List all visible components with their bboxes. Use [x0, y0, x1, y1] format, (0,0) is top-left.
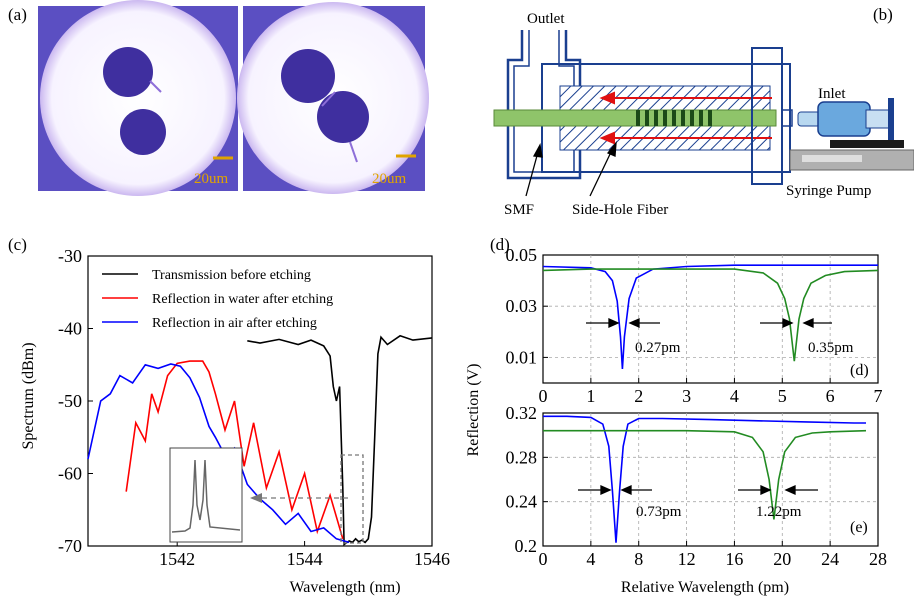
- panel-a: (a) 20um 20um: [8, 0, 429, 196]
- panel-e: 0 4 8 12 16 20 24 280.320.280.240.2 (e) 0.73pm …: [465, 364, 887, 596]
- x-tick-label: 20: [773, 549, 791, 569]
- micrograph-right: 20um: [237, 2, 429, 194]
- panel-c-label: (c): [8, 235, 27, 254]
- x-tick-label: 8: [634, 549, 643, 569]
- series-line-0: [542, 264, 878, 369]
- smf-label: SMF: [504, 202, 534, 218]
- legend-air: Reflection in air after etching: [152, 316, 317, 331]
- fiber-bragg-grating: [636, 110, 712, 126]
- c-xlabel: Wavelength (nm): [289, 579, 400, 596]
- reflection-chart-e: 0 4 8 12 16 20 24 28 0.32 0.28 0.24 0.2: [506, 403, 888, 569]
- side-hole-fiber-label: Side-Hole Fiber: [572, 202, 668, 218]
- panel-d-inner-label: (d): [850, 362, 869, 379]
- y-tick-label: -70: [58, 536, 82, 556]
- y-tick-label: -50: [58, 391, 82, 411]
- panel-a-label: (a): [8, 5, 27, 24]
- legend-water: Reflection in water after etching: [152, 292, 333, 307]
- y-tick-label: 0.32: [506, 403, 538, 423]
- x-tick-label: 1: [586, 386, 595, 406]
- x-tick-label: 3: [682, 386, 691, 406]
- x-tick-label: 0: [539, 386, 548, 406]
- x-tick-label: 4: [586, 549, 595, 569]
- syringe-pump: [789, 140, 914, 171]
- fwhm-markers-d: [586, 317, 832, 329]
- y-tick-label: 0.01: [506, 347, 538, 367]
- x-tick-label: 5: [778, 386, 787, 406]
- scalebar-right-label: 20um: [372, 171, 407, 187]
- d-annotation-2: 0.35pm: [808, 340, 854, 356]
- plot-frame: [542, 254, 879, 384]
- e-xlabel: Relative Wavelength (pm): [621, 579, 789, 596]
- e-annotation-2: 1.22pm: [756, 504, 802, 520]
- x-tick-label: 28: [869, 549, 887, 569]
- y-tick-label: -60: [58, 464, 82, 484]
- y-tick-label: 0.2: [515, 536, 538, 556]
- x-tick-label: 12: [678, 549, 696, 569]
- x-tick-label: 6: [826, 386, 835, 406]
- y-tick-label: 0.05: [506, 245, 538, 265]
- flow-arrows: [599, 91, 772, 145]
- series-line-1: [542, 268, 879, 362]
- series-line-0: [543, 415, 866, 543]
- syringe: [797, 98, 894, 140]
- x-tick-label: 1546: [414, 549, 450, 569]
- d-annotation-1: 0.27pm: [635, 340, 681, 356]
- syringe-pump-label: Syringe Pump: [786, 183, 871, 199]
- x-tick-label: 1542: [159, 549, 195, 569]
- legend-transmission: Transmission before etching: [152, 268, 311, 283]
- x-tick-label: 4: [730, 386, 739, 406]
- reflection-chart-d: 0 1 2 3 4 5 6 7 0.05 0.03 0.01: [506, 245, 883, 406]
- outlet-housing: [506, 30, 582, 180]
- c-ylabel: Spectrum (dBm): [20, 342, 37, 449]
- pointer-arrows: [525, 140, 617, 197]
- c-legend: Transmission before etching Reflection i…: [102, 268, 333, 331]
- panel-d-label: (d): [490, 235, 510, 254]
- panel-b-label: (b): [873, 5, 893, 24]
- outlet-label: Outlet: [527, 11, 565, 27]
- panel-e-inner-label: (e): [850, 519, 868, 536]
- fwhm-markers-e: [578, 484, 818, 496]
- smf-core: [493, 109, 777, 127]
- panel-c: (c) 1542 1544 1546 -30 -40 -50 -60 -70 Waveleng…: [8, 235, 450, 596]
- series-line-1: [543, 429, 867, 520]
- x-tick-label: 16: [725, 549, 743, 569]
- micrograph-left: 20um: [38, 0, 238, 196]
- y-tick-label: -30: [58, 246, 82, 266]
- x-tick-label: 7: [874, 386, 883, 406]
- y-tick-label: 0.28: [506, 447, 538, 467]
- y-tick-label: 0.24: [506, 492, 538, 512]
- series-line-1: [125, 360, 344, 540]
- y-tick-label: 0.03: [506, 296, 538, 316]
- y-tick-label: -40: [58, 319, 82, 339]
- panel-d: (d) 0 1 2 3 4 5 6 7 0.05 0.03 0.01 (d) 0.27pm 0.35…: [490, 235, 883, 406]
- de-ylabel: Reflection (V): [465, 364, 482, 457]
- series-line-2: [87, 363, 350, 544]
- c-inset: [169, 447, 364, 544]
- scalebar-left-label: 20um: [194, 171, 229, 187]
- connector: [751, 47, 783, 185]
- x-tick-label: 1544: [287, 549, 323, 569]
- x-tick-label: 2: [634, 386, 643, 406]
- x-tick-label: 0: [539, 549, 548, 569]
- inlet-label: Inlet: [818, 86, 846, 102]
- panel-b: (b) Outlet: [493, 5, 914, 218]
- plot-frame: [542, 412, 879, 547]
- e-annotation-1: 0.73pm: [636, 504, 682, 520]
- x-tick-label: 24: [821, 549, 839, 569]
